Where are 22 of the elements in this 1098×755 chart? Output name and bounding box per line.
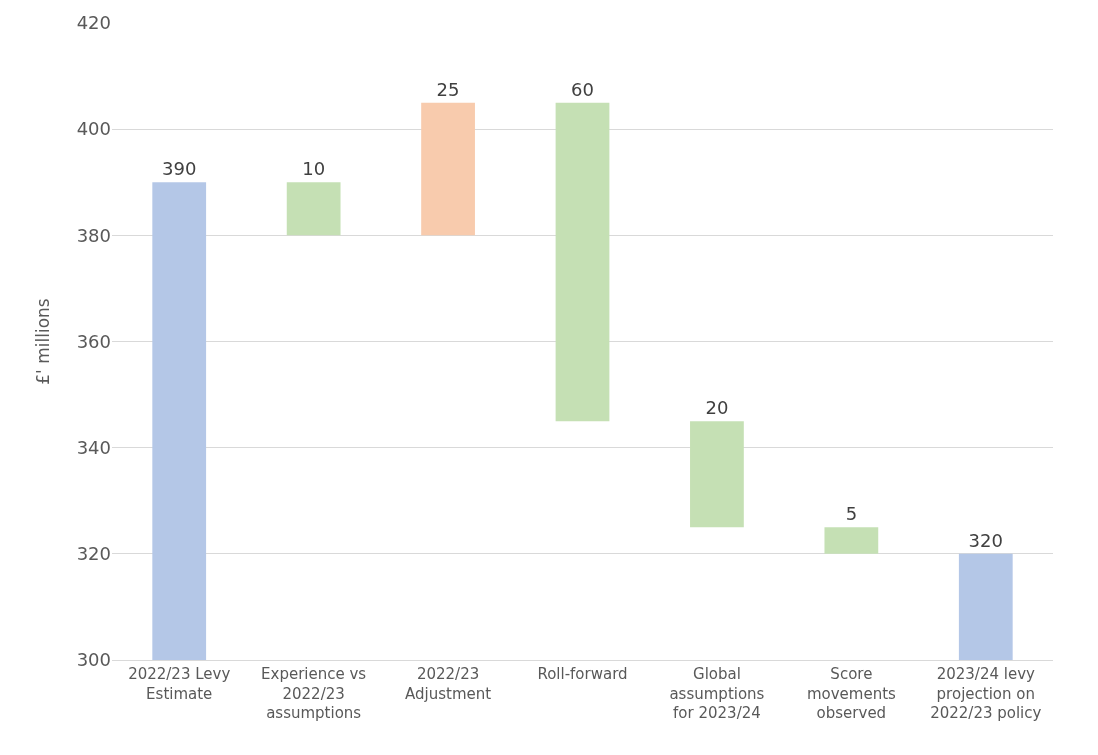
data-label: 60 xyxy=(571,78,594,100)
x-tick-label: 2022/23 Levy Estimate xyxy=(128,665,231,703)
data-label: 20 xyxy=(705,397,729,419)
data-label: 25 xyxy=(436,78,460,100)
x-tick-label: 2022/23 Adjustment xyxy=(405,665,492,703)
y-tick-label: 420 xyxy=(76,12,111,34)
x-tick-label: Experience vs 2022/23 assumptions xyxy=(261,665,367,722)
data-label: 5 xyxy=(845,503,858,525)
y-tick-label: 340 xyxy=(76,436,111,458)
y-tick-label: 300 xyxy=(76,649,111,671)
x-tick-label: 2023/24 levy projection on 2022/23 policy xyxy=(930,665,1042,722)
y-tick-label: 320 xyxy=(76,543,111,565)
data-label: 10 xyxy=(302,158,326,180)
y-tick-label: 360 xyxy=(76,330,111,352)
x-tick-label: Global assumptions for 2023/24 xyxy=(669,665,765,722)
y-axis-title: £' millions xyxy=(33,298,54,385)
data-label: 320 xyxy=(968,529,1003,551)
data-label: 390 xyxy=(162,158,197,180)
y-tick-label: 380 xyxy=(76,224,111,246)
x-tick-label: Score movements observed xyxy=(806,665,897,722)
y-tick-label: 400 xyxy=(76,118,111,140)
x-tick-label: Roll-forward xyxy=(537,665,628,683)
